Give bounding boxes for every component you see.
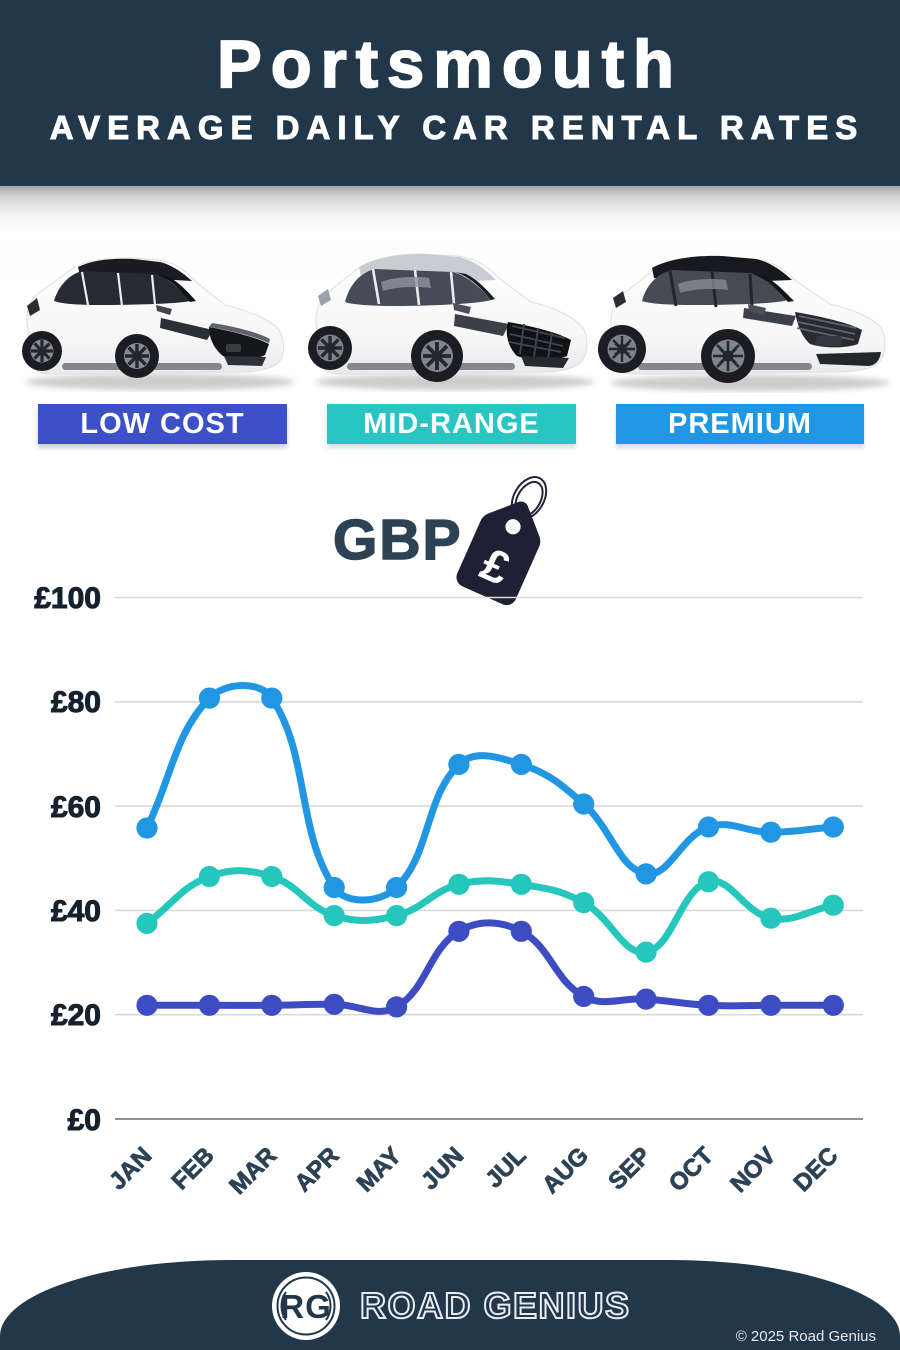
svg-text:£100: £100 [34,582,101,615]
svg-text:APR: APR [290,1142,345,1197]
svg-text:JUL: JUL [480,1142,531,1193]
svg-text:£20: £20 [51,999,101,1032]
svg-text:AUG: AUG [537,1142,594,1199]
svg-text:JAN: JAN [104,1142,157,1195]
svg-text:£40: £40 [51,895,101,928]
svg-text:£0: £0 [68,1104,101,1137]
svg-text:NOV: NOV [725,1142,781,1198]
svg-text:RG: RG [280,1288,332,1325]
svg-text:JUN: JUN [416,1142,469,1195]
svg-text:MAR: MAR [224,1142,282,1200]
svg-text:FEB: FEB [167,1142,220,1195]
svg-text:£60: £60 [51,791,101,824]
svg-text:MAY: MAY [352,1142,407,1197]
svg-text:DEC: DEC [789,1142,844,1197]
svg-text:£80: £80 [51,686,101,719]
svg-text:SEP: SEP [603,1142,656,1195]
svg-text:OCT: OCT [664,1142,719,1197]
